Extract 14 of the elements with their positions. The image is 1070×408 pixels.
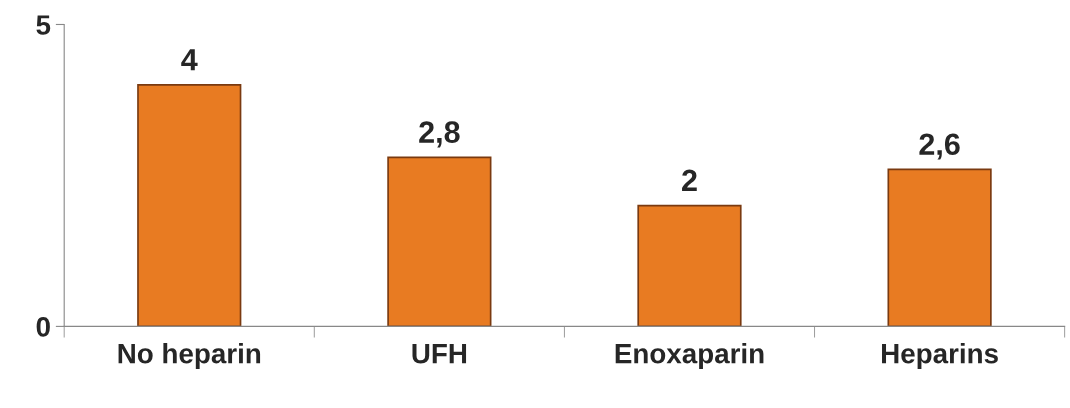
y-tick-label: 0: [36, 317, 50, 337]
data-label: 2,6: [919, 133, 960, 160]
x-tick-label: Enoxaparin: [615, 343, 764, 369]
data-label: 4: [181, 49, 198, 71]
x-tick-label: UFH: [412, 344, 467, 364]
bar: [387, 156, 492, 327]
data-label: 2,8: [419, 121, 460, 148]
y-tick-label: 5: [36, 15, 51, 35]
x-tick-label: No heparin: [118, 343, 261, 369]
bar: [137, 84, 242, 327]
bar: [887, 168, 992, 327]
bar: [637, 204, 742, 327]
x-tick-label: Heparins: [882, 343, 998, 369]
data-label: 2: [682, 169, 697, 191]
